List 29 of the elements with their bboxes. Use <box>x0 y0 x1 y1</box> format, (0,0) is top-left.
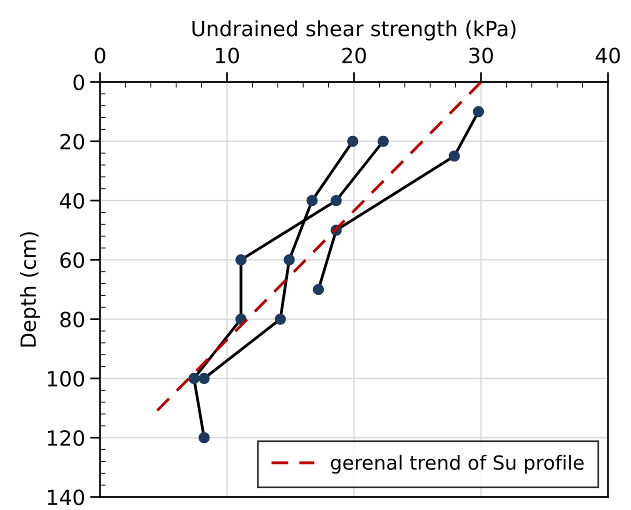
x-axis-title: Undrained shear strength (kPa) <box>192 20 516 40</box>
point <box>306 195 318 206</box>
point <box>284 254 295 266</box>
point <box>330 195 342 206</box>
y-tick-label: 80 <box>60 312 84 328</box>
legend-label: gerenal trend of Su profile <box>330 454 584 474</box>
point <box>347 136 358 147</box>
y-tick-label: 0 <box>74 74 84 90</box>
point <box>188 372 200 384</box>
x-tick-label: 20 <box>342 48 366 64</box>
y-tick-label: 40 <box>60 193 84 209</box>
y-tick-label: 120 <box>48 430 84 446</box>
y-axis-title: Depth (cm) <box>20 232 40 346</box>
x-tick-label: 40 <box>596 48 620 64</box>
x-tick-label: 30 <box>469 48 493 64</box>
point <box>448 150 460 162</box>
point <box>472 106 484 118</box>
x-tick-label: 0 <box>94 48 106 64</box>
y-tick-label: 60 <box>60 252 84 268</box>
point <box>198 432 210 444</box>
point <box>274 314 286 325</box>
point <box>235 254 247 266</box>
y-tick-label: 20 <box>60 134 84 150</box>
x-tick-label: 10 <box>216 48 239 64</box>
point <box>312 284 324 296</box>
y-tick-label: 140 <box>48 489 84 506</box>
y-tick-label: 100 <box>48 370 84 387</box>
point <box>378 136 389 147</box>
point <box>198 372 210 384</box>
